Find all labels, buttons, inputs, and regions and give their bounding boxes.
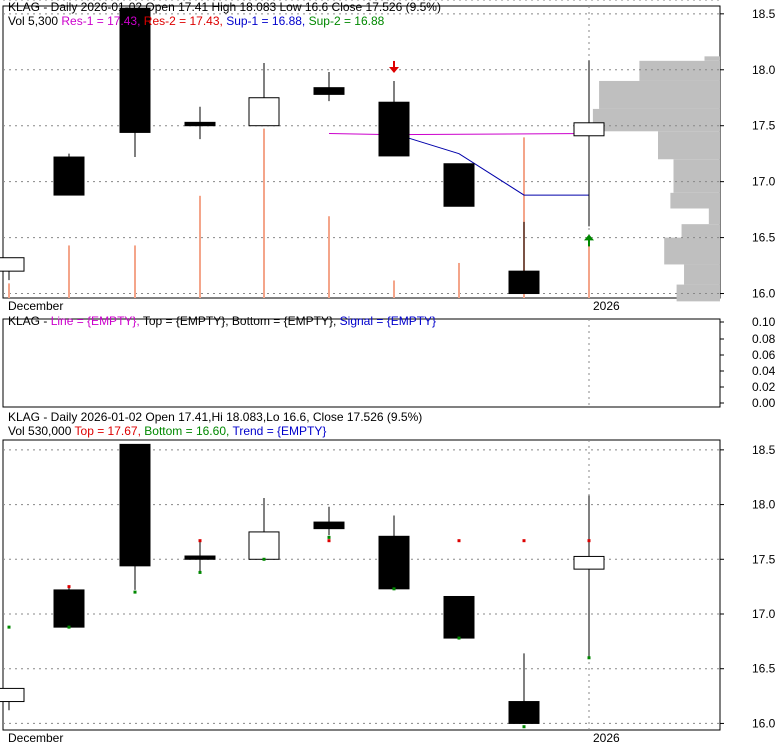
y-tick-label: 17.5 [752,119,776,133]
volume-profile-bar [684,264,720,285]
candle-down [313,521,345,530]
sup2-label: Sup-2 = 16.88 [308,14,385,28]
top-dot [327,539,331,543]
volume-profile-bar [708,208,720,225]
trend-panel-legend: Vol 530,000 Top = 17.67, Bottom = 16.60,… [8,424,326,438]
volume-profile-bar [673,159,720,193]
bottom-dot [133,590,137,594]
candle-down [184,555,216,560]
candle-up [0,257,25,272]
x-label-december: December [8,299,63,313]
y-tick-label: 17.0 [752,175,776,189]
y-tick-label: 16.0 [752,716,776,730]
candle-down [184,121,216,127]
candle-down [119,7,151,133]
signal-label: Signal = {EMPTY} [339,314,437,328]
volume-profile-bar [676,284,720,302]
bottom-dot [262,557,266,561]
candle-down [119,443,151,567]
x-label-2026: 2026 [593,731,620,745]
top-label: Top = 17.67, [74,424,141,438]
candle-up [573,555,605,570]
candle-down [313,87,345,95]
res1-label: Res-1 = 17.43, [61,14,141,28]
trend-label: Trend = {EMPTY} [232,424,327,438]
line-label: Line = {EMPTY}, [50,314,140,328]
candle-up [248,97,280,127]
y-tick-label: 18.5 [752,443,776,457]
bottom-dot [67,625,71,629]
price-panel-legend: Vol 5,300 Res-1 = 17.43, Res-2 = 17.43, … [8,14,384,28]
res2-label: Res-2 = 17.43, [143,14,223,28]
buy-arrow-icon [584,234,594,241]
top-bottom-label: Top = {EMPTY}, Bottom = {EMPTY}, [142,314,337,328]
candle-up [0,687,25,703]
y-tick-label: 0.00 [752,396,776,410]
y-tick-label: 16.5 [752,231,776,245]
candle-up [248,531,280,560]
y-tick-label: 17.0 [752,607,776,621]
bottom-dot [198,570,202,574]
price-panel: 16.0 16.5 17.0 17.5 18.0 18.5 December 2026 [0,5,776,313]
bottom-dot [522,725,526,729]
bottom-dot [7,625,11,629]
trend-panel-frame [2,439,721,731]
x-label-december: December [8,731,63,745]
price-panel-title: KLAG - Daily 2026-01-02 Open 17.41 High … [8,0,441,14]
candle-down [508,701,540,724]
sup1-label: Sup-1 = 16.88, [226,14,306,28]
y-tick-label: 0.08 [752,332,776,346]
candle-down [378,535,410,590]
indicator-panel-legend: KLAG - Line = {EMPTY}, Top = {EMPTY}, Bo… [8,314,436,328]
top-dot [587,539,591,543]
volume-label: Vol 5,300 [8,14,59,28]
top-dot [522,539,526,543]
x-label-2026: 2026 [593,299,620,313]
y-tick-label: 0.04 [752,364,776,378]
candle-down [53,156,85,196]
y-tick-label: 18.0 [752,63,776,77]
sell-arrow-icon [389,66,399,73]
volume-profile-bar [664,237,720,265]
candle-down [378,101,410,157]
bottom-dot [327,535,331,539]
bottom-dot [587,656,591,660]
candle-down [443,163,475,207]
indicator-prefix: KLAG - [8,314,51,328]
candle-up [573,122,605,137]
y-tick-label: 16.5 [752,662,776,676]
y-tick-label: 17.5 [752,552,776,566]
trend-panel-title: KLAG - Daily 2026-01-02 Open 17.41,Hi 18… [8,410,423,424]
candle-down [443,595,475,639]
y-tick-label: 16.0 [752,287,776,301]
volume-profile-bar [658,131,720,160]
volume-profile-bar [599,80,720,109]
volume-profile-bar [670,192,720,209]
y-tick-label: 0.06 [752,348,776,362]
volume-profile-bar [592,108,720,132]
top-dot [198,539,202,543]
y-tick-label: 18.0 [752,498,776,512]
volume-profile-bar [704,56,720,61]
bottom-label: Bottom = 16.60, [144,424,230,438]
volume-profile-bar [639,60,720,81]
indicator-panel: 0.10 0.08 0.06 0.04 0.02 0.00 [2,0,776,410]
trend-volume-label: Vol 530,000 [8,424,72,438]
top-dot [67,585,71,589]
candle-down [508,270,540,295]
bottom-dot [392,587,396,591]
y-tick-label: 0.10 [752,315,776,329]
top-dot [457,539,461,543]
y-tick-label: 0.02 [752,380,776,394]
support-line [393,133,589,196]
y-tick-label: 18.5 [752,7,776,21]
price-panel-frame [2,5,721,299]
indicator-panel-frame [2,318,721,408]
candle-down [53,589,85,628]
bottom-dot [457,636,461,640]
trend-panel: 16.0 16.5 17.0 17.5 18.0 18.5 December 2026 [0,439,776,745]
volume-profile-bar [681,224,720,238]
